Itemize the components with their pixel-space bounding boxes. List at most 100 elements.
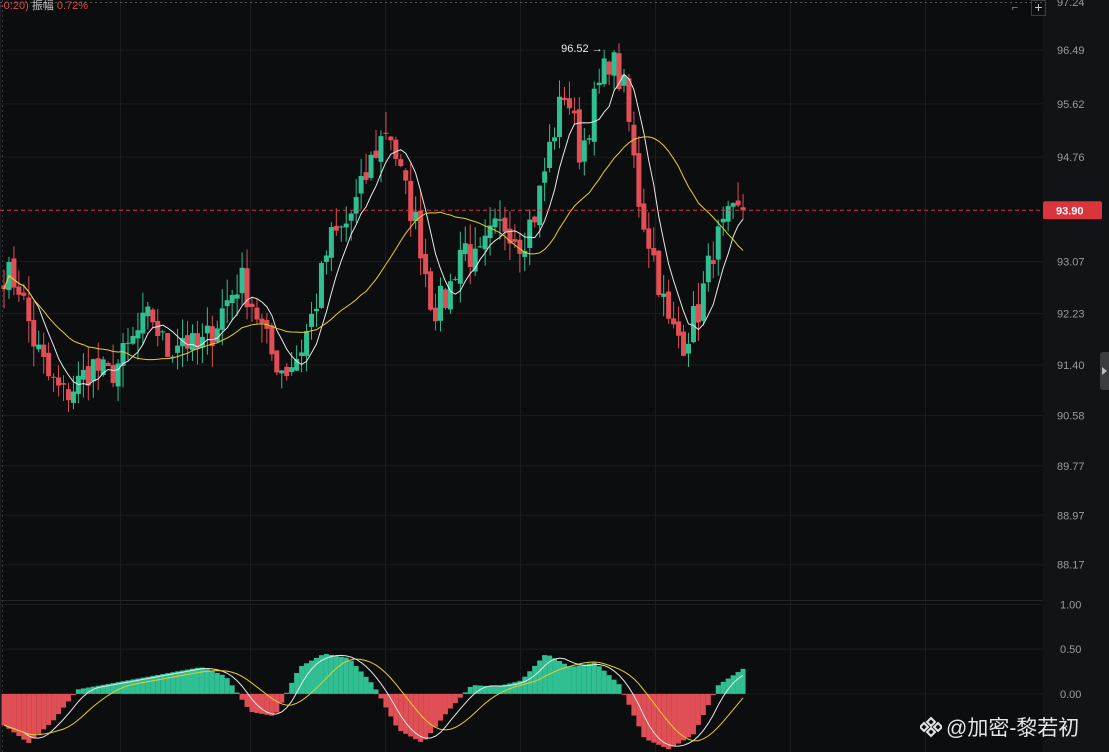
histogram-bar — [671, 693, 677, 747]
histogram-bar — [358, 671, 364, 694]
histogram-bar — [80, 688, 86, 694]
histogram-bar — [333, 655, 339, 694]
histogram-bar — [378, 693, 384, 699]
price-tick-label: 90.58 — [1057, 411, 1085, 423]
candle-body — [725, 206, 731, 222]
candle-body — [244, 268, 250, 308]
indicator-tick-label: 1.00 — [1060, 599, 1081, 611]
histogram-bar — [294, 672, 300, 694]
histogram-bar — [348, 660, 354, 694]
histogram-bar — [284, 692, 290, 694]
histogram-bar — [239, 693, 245, 700]
candle-body — [437, 285, 443, 321]
candle-body — [561, 97, 567, 101]
candle-body — [299, 352, 305, 357]
candle-body — [155, 320, 161, 337]
candle-body — [631, 124, 637, 156]
price-tick-label: 88.97 — [1057, 510, 1085, 522]
histogram-bar — [11, 693, 17, 733]
candle-body — [492, 218, 498, 228]
candle-body — [720, 218, 726, 223]
histogram-bar — [26, 693, 32, 743]
histogram-bar — [115, 682, 121, 694]
candle-body — [185, 335, 191, 349]
histogram-bar — [90, 686, 96, 694]
candle-body — [681, 331, 687, 356]
histogram-bar — [209, 671, 215, 694]
histogram-bar — [373, 689, 379, 694]
candle-body — [601, 58, 607, 85]
candle-body — [646, 228, 652, 249]
histogram-bar — [318, 655, 324, 694]
histogram-bar — [41, 693, 47, 730]
histogram-bar — [700, 693, 706, 715]
candle-body — [289, 367, 295, 372]
histogram-bar — [601, 670, 607, 694]
candle-body — [175, 345, 181, 353]
candle-body — [135, 330, 141, 339]
candle-body — [398, 159, 404, 166]
candle-body — [626, 78, 632, 122]
candle-body — [700, 283, 706, 321]
candle-body — [254, 307, 260, 320]
histogram-bar — [313, 657, 319, 694]
price-tick-label: 95.62 — [1057, 99, 1085, 111]
candle-body — [294, 358, 300, 371]
candle-body — [442, 289, 448, 309]
candle-body — [710, 260, 716, 265]
candle-body — [616, 53, 622, 89]
plot-area — [0, 0, 1043, 752]
candle-body — [309, 313, 315, 327]
candle-body — [90, 359, 96, 382]
candle-body — [671, 318, 677, 325]
candle-body — [571, 110, 577, 114]
candle-body — [105, 363, 111, 366]
histogram-bar — [705, 693, 711, 706]
candle-body — [249, 303, 255, 308]
candle-body — [423, 254, 429, 275]
plus-icon[interactable]: + — [1031, 0, 1046, 16]
price-tick-label: 88.17 — [1057, 560, 1085, 572]
candle-body — [517, 239, 523, 254]
candle-body — [433, 307, 439, 322]
candle-body — [596, 82, 602, 86]
amplitude-value: 0.72% — [56, 0, 89, 12]
candle-body — [150, 309, 156, 323]
ohlc-header: -0:20) 振幅 0.72% — [0, 0, 88, 13]
high-price-label: 96.52 → — [561, 43, 603, 55]
candle-body — [1, 285, 7, 290]
histogram-bar — [125, 680, 131, 694]
indicator-signal-line — [3, 658, 744, 742]
price-tick-label: 92.23 — [1057, 309, 1085, 321]
histogram-bar — [140, 677, 146, 694]
price-tick-label: 91.40 — [1057, 360, 1085, 372]
histogram-bar — [199, 667, 205, 694]
candle-body — [690, 306, 696, 343]
histogram-bar — [547, 655, 553, 694]
histogram-bar — [194, 667, 200, 694]
watermark: @加密-黎若初 — [920, 712, 1079, 742]
histogram-bar — [403, 693, 409, 734]
histogram-bar — [31, 693, 37, 739]
candle-body — [36, 344, 42, 350]
candle-body — [656, 250, 662, 296]
histogram-bar — [576, 665, 582, 694]
candle-body — [209, 326, 215, 347]
candle-body — [318, 263, 324, 308]
candle-body — [666, 291, 672, 319]
candle-body — [115, 363, 121, 387]
candle-body — [472, 248, 478, 272]
histogram-bar — [646, 693, 652, 741]
chevron-right-icon[interactable] — [1100, 352, 1109, 390]
price-tick-label: 94.76 — [1057, 152, 1085, 164]
candle-body — [199, 336, 205, 348]
histogram-bar — [234, 692, 240, 694]
indicator-fast-line — [3, 654, 744, 747]
candle-body — [452, 279, 458, 281]
candle-body — [740, 207, 746, 211]
candle-body — [353, 196, 359, 214]
crop-icon[interactable]: ⌐ — [1011, 2, 1019, 14]
candle-body — [512, 239, 518, 242]
histogram-bar — [720, 681, 726, 694]
histogram-bar — [353, 666, 359, 694]
